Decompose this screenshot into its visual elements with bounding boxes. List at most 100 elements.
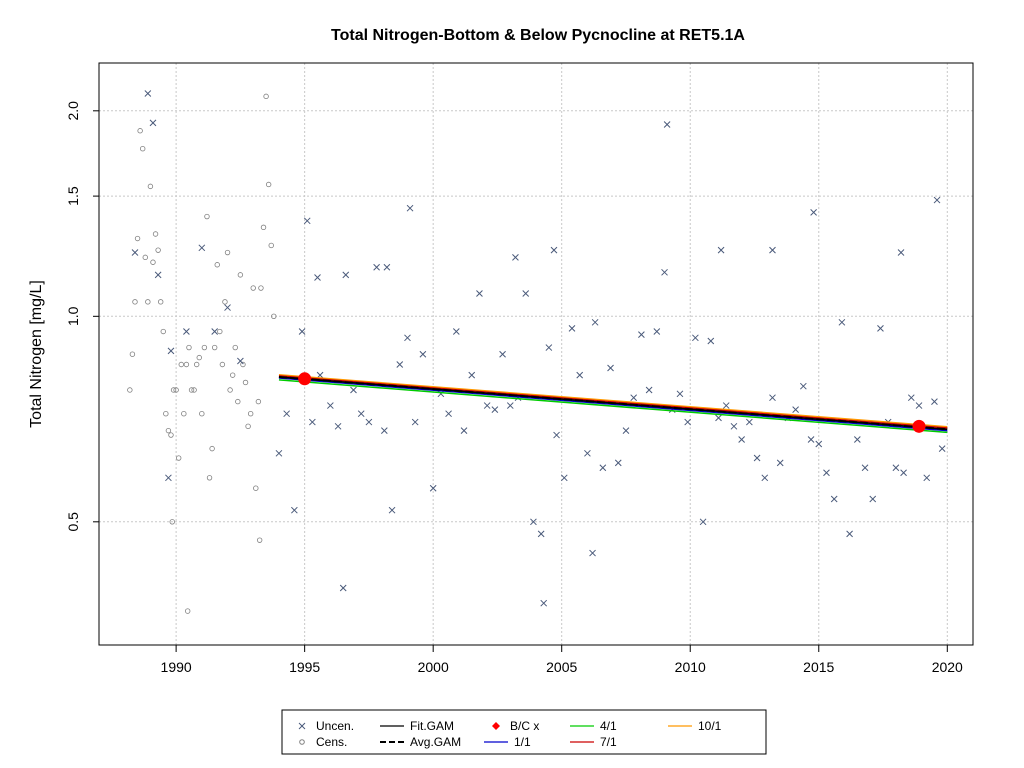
censored-points <box>127 93 277 614</box>
legend-label: B/C x <box>510 719 539 733</box>
uncensored-point <box>144 90 152 97</box>
censored-point <box>168 432 174 438</box>
uncensored-point <box>676 390 684 398</box>
uncensored-point <box>861 464 869 472</box>
uncensored-point-stroke <box>715 414 722 422</box>
uncensored-point-stroke <box>298 328 306 335</box>
censored-point <box>160 328 166 335</box>
censored-point <box>152 231 159 237</box>
uncensored-point <box>730 422 738 430</box>
uncensored-point-stroke <box>303 217 311 225</box>
uncensored-point-stroke <box>468 371 476 379</box>
uncensored-point-stroke <box>676 390 684 398</box>
uncensored-point <box>684 418 692 426</box>
uncensored-point <box>350 386 357 394</box>
uncensored-point <box>792 406 799 413</box>
censored-point <box>173 387 179 393</box>
y-tick-label: 0.5 <box>65 512 81 532</box>
censored-point <box>271 313 277 320</box>
uncensored-point-stroke <box>144 90 152 97</box>
uncensored-point <box>897 249 905 256</box>
censored-point <box>263 93 269 100</box>
uncensored-point <box>357 410 365 418</box>
uncensored-point-stroke <box>900 469 907 477</box>
uncensored-point-stroke <box>342 271 350 279</box>
chart-title: Total Nitrogen-Bottom & Below Pycnocline… <box>331 27 745 44</box>
uncensored-point-stroke <box>211 328 219 335</box>
x-tick-label: 2020 <box>932 659 963 675</box>
uncensored-point-stroke <box>154 271 162 279</box>
censored-point <box>224 249 231 256</box>
uncensored-point <box>776 459 784 467</box>
uncensored-point <box>846 530 853 538</box>
series-line-71 <box>278 375 948 429</box>
uncensored-point-stroke <box>314 274 321 281</box>
uncensored-point-stroke <box>846 530 853 538</box>
censored-point <box>145 299 151 305</box>
censored-point <box>250 285 256 291</box>
uncensored-point-stroke <box>645 386 653 394</box>
x-tick-label: 2015 <box>803 659 834 675</box>
uncensored-point <box>722 402 730 409</box>
uncensored-point-stroke <box>607 364 614 372</box>
uncensored-point-stroke <box>630 394 638 402</box>
uncensored-point <box>753 454 761 462</box>
censored-point <box>253 485 259 491</box>
uncensored-point-stroke <box>499 350 506 358</box>
uncensored-point <box>553 431 560 439</box>
uncensored-point <box>645 386 653 394</box>
uncensored-point-stroke <box>406 204 414 212</box>
x-tick-label: 1995 <box>289 659 320 675</box>
uncensored-point <box>746 418 753 426</box>
censored-point <box>163 411 169 417</box>
uncensored-point <box>314 274 321 281</box>
censored-point <box>142 254 148 261</box>
uncensored-point-stroke <box>512 254 519 261</box>
uncensored-point-stroke <box>357 410 365 418</box>
uncensored-point-stroke <box>476 290 483 297</box>
uncensored-point-stroke <box>350 386 357 394</box>
censored-point <box>229 372 236 378</box>
uncensored-point <box>404 334 411 342</box>
uncensored-point <box>522 290 530 297</box>
legend-item: Cens. <box>299 735 347 749</box>
uncensored-point-stroke <box>483 402 491 409</box>
uncensored-point-stroke <box>699 518 707 526</box>
uncensored-point-stroke <box>663 121 671 128</box>
uncensored-point <box>483 402 491 409</box>
uncensored-point <box>699 518 707 526</box>
censored-point <box>268 242 274 249</box>
uncensored-point-stroke <box>730 422 738 430</box>
uncensored-point <box>607 364 614 372</box>
uncensored-point-stroke <box>661 268 668 276</box>
uncensored-point-stroke <box>584 449 591 457</box>
censored-point <box>127 387 133 393</box>
uncensored-point <box>419 350 427 358</box>
uncensored-point-stroke <box>545 344 553 351</box>
uncensored-point <box>198 244 206 252</box>
uncensored-point <box>769 246 776 254</box>
uncensored-point <box>933 196 941 204</box>
uncensored-point <box>807 436 815 443</box>
uncensored-point <box>622 427 630 435</box>
uncensored-point-stroke <box>869 495 877 503</box>
uncensored-point <box>476 290 483 297</box>
censored-point <box>165 427 172 434</box>
uncensored-point <box>291 506 298 514</box>
uncensored-point <box>769 394 776 402</box>
uncensored-point <box>815 440 823 448</box>
uncensored-point <box>576 371 584 379</box>
uncensored-point-stroke <box>614 459 622 467</box>
uncensored-point-stroke <box>165 474 172 482</box>
uncensored-point-stroke <box>769 246 776 254</box>
legend-label: Cens. <box>316 735 347 749</box>
uncensored-point <box>568 325 576 332</box>
uncensored-point-stroke <box>411 418 419 426</box>
uncensored-point-stroke <box>388 506 396 514</box>
uncensored-point-stroke <box>799 382 807 390</box>
uncensored-point <box>589 549 596 557</box>
uncensored-point-stroke <box>907 394 915 402</box>
uncensored-point <box>599 464 607 472</box>
uncensored-points <box>131 90 946 607</box>
uncensored-point <box>342 271 350 279</box>
